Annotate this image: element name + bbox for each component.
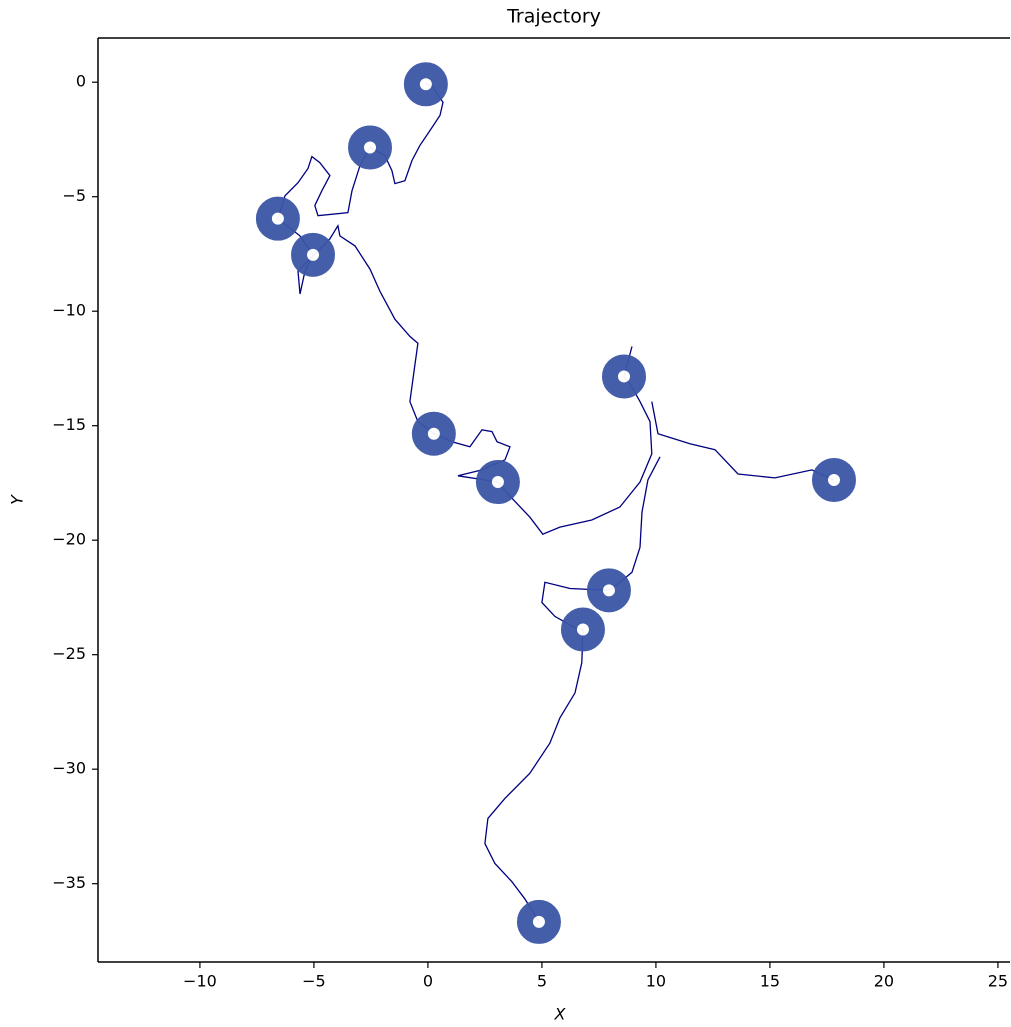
y-tick-label: −30: [52, 759, 86, 778]
chart-title: Trajectory: [506, 6, 601, 28]
x-tick-label: −5: [302, 972, 326, 991]
position-marker: [586, 568, 631, 613]
position-marker: [475, 460, 520, 505]
x-tick-label: −10: [183, 972, 217, 991]
position-marker: [403, 62, 448, 107]
position-marker: [811, 457, 856, 502]
position-marker: [560, 607, 605, 652]
position-marker: [348, 125, 393, 170]
position-marker: [411, 411, 456, 456]
y-axis-label: Y: [8, 494, 27, 505]
y-tick-label: −15: [52, 415, 86, 434]
position-marker: [601, 354, 646, 399]
y-tick-label: 0: [76, 72, 86, 91]
x-axis-label: X: [554, 1005, 567, 1024]
trajectory-line: [277, 83, 835, 923]
position-marker: [255, 196, 300, 241]
x-tick-label: 25: [988, 972, 1008, 991]
x-tick-label: 10: [646, 972, 666, 991]
y-tick-label: −35: [52, 873, 86, 892]
y-tick-label: −5: [62, 186, 86, 205]
y-tick-label: −25: [52, 644, 86, 663]
x-tick-label: 5: [537, 972, 547, 991]
position-marker: [516, 899, 561, 944]
position-marker: [291, 232, 336, 277]
y-tick-label: −10: [52, 301, 86, 320]
x-tick-label: 15: [760, 972, 780, 991]
x-tick-label: 0: [423, 972, 433, 991]
x-tick-label: 20: [874, 972, 894, 991]
y-tick-label: −20: [52, 530, 86, 549]
